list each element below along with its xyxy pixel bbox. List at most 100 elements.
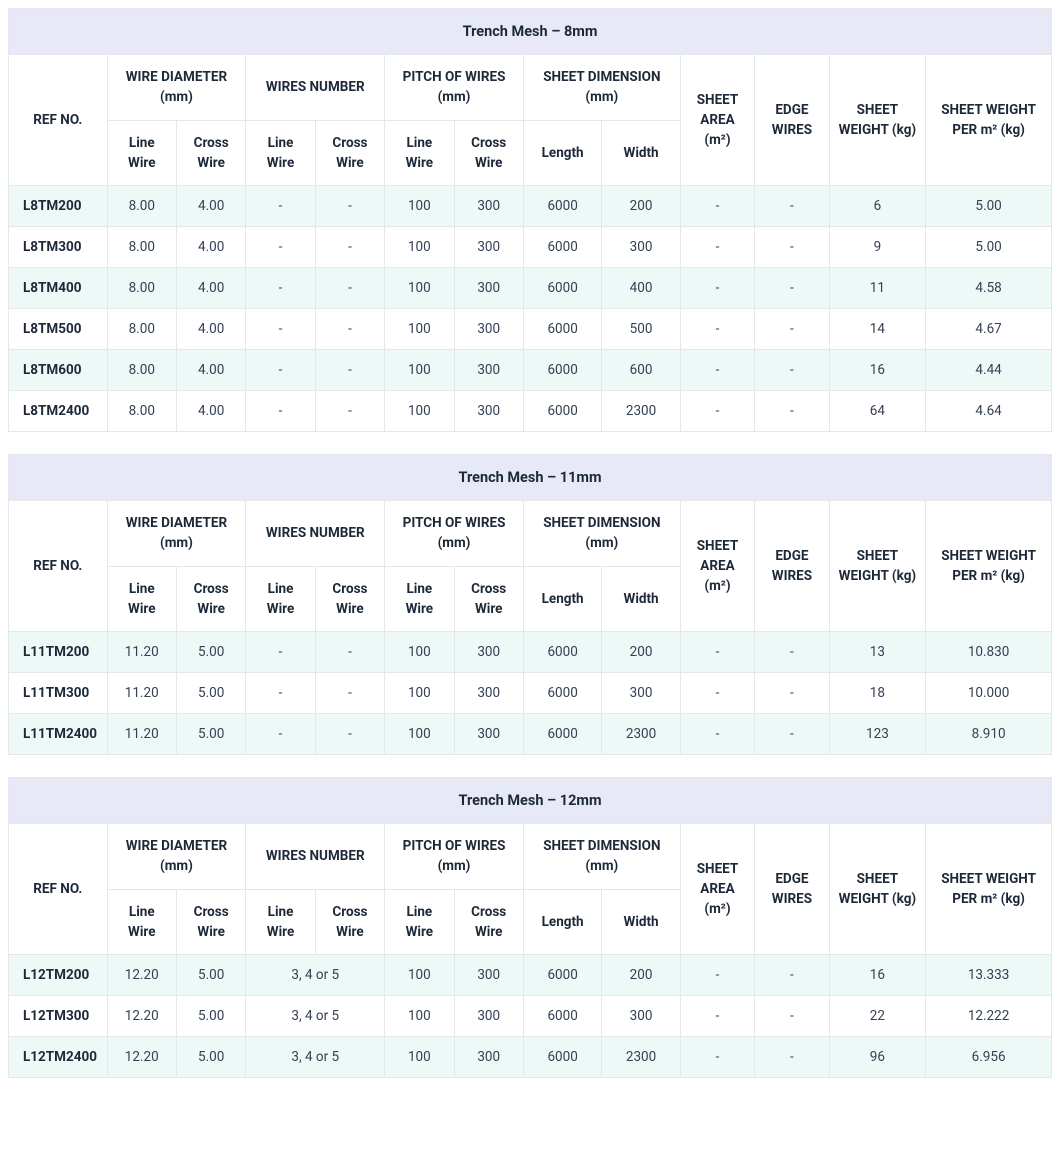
th-refno: REF NO. xyxy=(9,501,108,632)
mesh-table: Trench Mesh – 11mmREF NO.WIRE DIAMETER (… xyxy=(8,454,1052,755)
cell-wpm: 10.000 xyxy=(926,673,1052,714)
cell-wpm: 6.956 xyxy=(926,1037,1052,1078)
cell-ref: L8TM300 xyxy=(9,227,108,268)
cell-wpm: 5.00 xyxy=(926,227,1052,268)
cell-dia-cross: 5.00 xyxy=(176,714,245,755)
cell-num-cross: - xyxy=(315,309,384,350)
cell-edge: - xyxy=(755,268,829,309)
cell-dia-cross: 5.00 xyxy=(176,955,245,996)
th-line-wire: Line Wire xyxy=(107,120,176,186)
cell-wpm: 4.58 xyxy=(926,268,1052,309)
cell-num-line: - xyxy=(246,227,315,268)
cell-ref: L12TM2400 xyxy=(9,1037,108,1078)
cell-edge: - xyxy=(755,1037,829,1078)
th-sheet-area: SHEET AREA (m²) xyxy=(680,501,754,632)
table-row: L8TM6008.004.00--1003006000600--164.44 xyxy=(9,350,1052,391)
cell-pitch-line: 100 xyxy=(385,714,454,755)
th-length: Length xyxy=(523,120,601,186)
cell-weight: 11 xyxy=(829,268,926,309)
th-length: Length xyxy=(523,889,601,955)
th-pitch: PITCH OF WIRES (mm) xyxy=(385,55,524,121)
cell-dia-cross: 4.00 xyxy=(176,268,245,309)
th-sheet-wpm: SHEET WEIGHT PER m² (kg) xyxy=(926,501,1052,632)
cell-ref: L8TM500 xyxy=(9,309,108,350)
cell-pitch-line: 100 xyxy=(385,186,454,227)
cell-weight: 6 xyxy=(829,186,926,227)
cell-dia-cross: 5.00 xyxy=(176,632,245,673)
table-section: Trench Mesh – 8mmREF NO.WIRE DIAMETER (m… xyxy=(8,8,1052,432)
cell-dia-cross: 4.00 xyxy=(176,186,245,227)
th-line-wire: Line Wire xyxy=(385,566,454,632)
table-row: L11TM30011.205.00--1003006000300--1810.0… xyxy=(9,673,1052,714)
th-wires-number: WIRES NUMBER xyxy=(246,501,385,567)
cell-length: 6000 xyxy=(523,227,601,268)
cell-area: - xyxy=(680,350,754,391)
cell-weight: 64 xyxy=(829,391,926,432)
th-cross-wire: Cross Wire xyxy=(315,889,384,955)
cell-dia-line: 11.20 xyxy=(107,714,176,755)
cell-dia-line: 12.20 xyxy=(107,1037,176,1078)
cell-weight: 16 xyxy=(829,955,926,996)
th-line-wire: Line Wire xyxy=(107,566,176,632)
cell-pitch-line: 100 xyxy=(385,632,454,673)
cell-pitch-line: 100 xyxy=(385,1037,454,1078)
table-row: L12TM30012.205.003, 4 or 51003006000300-… xyxy=(9,996,1052,1037)
cell-num-line: - xyxy=(246,391,315,432)
cell-wpm: 4.44 xyxy=(926,350,1052,391)
th-cross-wire: Cross Wire xyxy=(454,566,523,632)
cell-pitch-cross: 300 xyxy=(454,268,523,309)
cell-length: 6000 xyxy=(523,714,601,755)
mesh-table: Trench Mesh – 12mmREF NO.WIRE DIAMETER (… xyxy=(8,777,1052,1078)
cell-num-line: - xyxy=(246,309,315,350)
th-edge-wires: EDGE WIRES xyxy=(755,501,829,632)
cell-dia-line: 8.00 xyxy=(107,268,176,309)
cell-wpm: 10.830 xyxy=(926,632,1052,673)
cell-dia-cross: 5.00 xyxy=(176,1037,245,1078)
cell-weight: 22 xyxy=(829,996,926,1037)
cell-num-line: - xyxy=(246,673,315,714)
cell-ref: L11TM200 xyxy=(9,632,108,673)
cell-weight: 18 xyxy=(829,673,926,714)
cell-weight: 13 xyxy=(829,632,926,673)
cell-num-cross: - xyxy=(315,673,384,714)
cell-width: 500 xyxy=(602,309,680,350)
cell-width: 300 xyxy=(602,673,680,714)
th-cross-wire: Cross Wire xyxy=(454,889,523,955)
cell-edge: - xyxy=(755,632,829,673)
th-sheet-weight: SHEET WEIGHT (kg) xyxy=(829,501,926,632)
th-edge-wires: EDGE WIRES xyxy=(755,55,829,186)
th-wires-number: WIRES NUMBER xyxy=(246,55,385,121)
cell-ref: L8TM200 xyxy=(9,186,108,227)
cell-wires-num: 3, 4 or 5 xyxy=(246,1037,385,1078)
cell-width: 600 xyxy=(602,350,680,391)
cell-num-cross: - xyxy=(315,391,384,432)
cell-width: 2300 xyxy=(602,714,680,755)
th-wire-diameter: WIRE DIAMETER (mm) xyxy=(107,501,246,567)
cell-pitch-line: 100 xyxy=(385,996,454,1037)
cell-area: - xyxy=(680,227,754,268)
cell-area: - xyxy=(680,268,754,309)
cell-length: 6000 xyxy=(523,632,601,673)
cell-ref: L12TM300 xyxy=(9,996,108,1037)
th-width: Width xyxy=(602,566,680,632)
th-pitch: PITCH OF WIRES (mm) xyxy=(385,824,524,890)
cell-num-line: - xyxy=(246,714,315,755)
cell-num-line: - xyxy=(246,186,315,227)
cell-width: 400 xyxy=(602,268,680,309)
th-cross-wire: Cross Wire xyxy=(176,120,245,186)
cell-num-line: - xyxy=(246,268,315,309)
cell-length: 6000 xyxy=(523,186,601,227)
table-row: L11TM20011.205.00--1003006000200--1310.8… xyxy=(9,632,1052,673)
cell-pitch-cross: 300 xyxy=(454,714,523,755)
cell-length: 6000 xyxy=(523,309,601,350)
th-cross-wire: Cross Wire xyxy=(176,889,245,955)
th-width: Width xyxy=(602,120,680,186)
table-row: L11TM240011.205.00--10030060002300--1238… xyxy=(9,714,1052,755)
cell-length: 6000 xyxy=(523,350,601,391)
th-sheet-area: SHEET AREA (m²) xyxy=(680,824,754,955)
cell-width: 200 xyxy=(602,632,680,673)
th-sheet-wpm: SHEET WEIGHT PER m² (kg) xyxy=(926,55,1052,186)
cell-ref: L8TM2400 xyxy=(9,391,108,432)
th-sheet-dim: SHEET DIMENSION (mm) xyxy=(523,55,680,121)
cell-edge: - xyxy=(755,350,829,391)
